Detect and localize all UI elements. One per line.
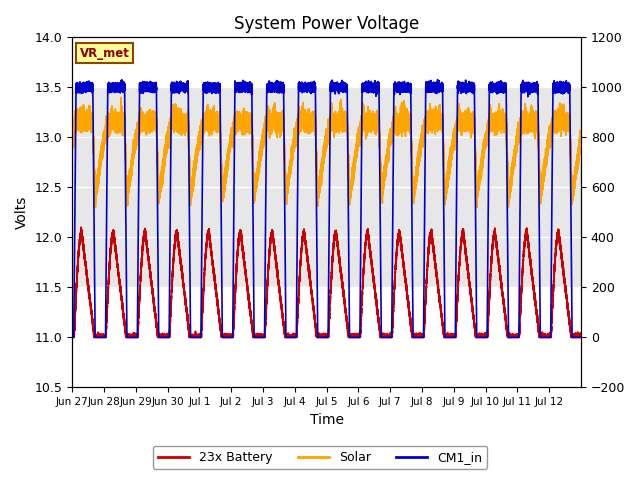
CM1_in xyxy=(316,335,324,340)
CM1_in xyxy=(351,335,359,340)
X-axis label: Time: Time xyxy=(310,413,344,427)
CM1_in xyxy=(507,335,515,340)
Solar xyxy=(86,112,93,118)
CM1_in xyxy=(68,335,76,340)
Solar xyxy=(68,136,76,142)
23x Battery xyxy=(262,308,270,313)
Line: CM1_in: CM1_in xyxy=(72,80,581,337)
Text: VR_met: VR_met xyxy=(80,47,130,60)
Solar xyxy=(507,182,515,188)
Line: 23x Battery: 23x Battery xyxy=(72,227,581,337)
CM1_in xyxy=(434,77,442,83)
23x Battery xyxy=(316,335,324,340)
Title: System Power Voltage: System Power Voltage xyxy=(234,15,419,33)
Bar xyxy=(72,87,581,288)
Line: Solar: Solar xyxy=(72,97,581,207)
Legend: 23x Battery, Solar, CM1_in: 23x Battery, Solar, CM1_in xyxy=(153,446,487,469)
23x Battery xyxy=(68,335,76,340)
Solar xyxy=(316,184,324,190)
Solar xyxy=(351,153,359,159)
23x Battery xyxy=(507,335,515,340)
CM1_in xyxy=(86,83,93,89)
23x Battery xyxy=(68,332,76,338)
23x Battery xyxy=(577,334,585,340)
CM1_in xyxy=(442,335,450,340)
Solar xyxy=(577,134,585,140)
CM1_in xyxy=(262,162,270,168)
CM1_in xyxy=(577,335,585,340)
23x Battery xyxy=(77,224,85,230)
23x Battery xyxy=(442,334,450,340)
23x Battery xyxy=(86,292,93,298)
Solar xyxy=(262,128,270,134)
23x Battery xyxy=(351,334,359,340)
Solar xyxy=(92,204,99,210)
Y-axis label: Volts: Volts xyxy=(15,196,29,229)
Solar xyxy=(442,179,450,185)
Solar xyxy=(117,95,125,100)
